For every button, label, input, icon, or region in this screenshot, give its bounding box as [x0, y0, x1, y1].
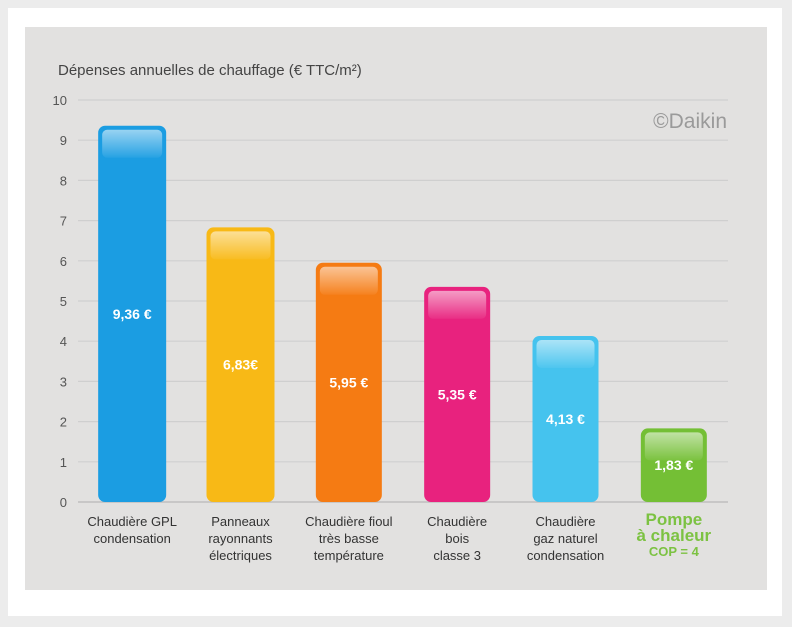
- category-label: bois: [445, 531, 469, 546]
- y-tick-label: 2: [60, 415, 67, 430]
- bar-group: 4,13 €: [532, 335, 599, 502]
- y-tick-label: 5: [60, 294, 67, 309]
- bar-value-label: 5,95 €: [329, 374, 368, 390]
- bar-value-label: 5,35 €: [438, 386, 477, 402]
- bar: [98, 125, 167, 502]
- bar-highlight: [428, 290, 487, 319]
- y-tick-label: 8: [60, 173, 67, 188]
- bar-value-label: 1,83 €: [654, 457, 693, 473]
- category-label: Chaudière: [536, 514, 596, 529]
- category-label: température: [314, 548, 384, 563]
- category-label: à chaleur: [637, 526, 712, 545]
- y-tick-label: 4: [60, 334, 67, 349]
- bar: [206, 227, 275, 502]
- bar-highlight: [102, 129, 163, 158]
- bar-group: 5,35 €: [424, 286, 491, 502]
- bar: [315, 262, 382, 502]
- bar-highlight: [210, 231, 271, 260]
- bar-value-label: 4,13 €: [546, 411, 585, 427]
- category-label: très basse: [319, 531, 379, 546]
- bar-value-label: 6,83€: [223, 357, 258, 373]
- category-label: COP = 4: [649, 544, 700, 559]
- y-tick-label: 3: [60, 374, 67, 389]
- bar-group: 1,83 €: [640, 428, 707, 502]
- bar-highlight: [644, 432, 703, 461]
- bar-value-label: 9,36 €: [113, 306, 152, 322]
- category-label: Pompe: [645, 510, 702, 529]
- y-tick-label: 9: [60, 133, 67, 148]
- bar: [532, 335, 599, 502]
- y-tick-label: 6: [60, 254, 67, 269]
- category-label: rayonnants: [208, 531, 273, 546]
- y-tick-label: 0: [60, 495, 67, 510]
- category-label: condensation: [527, 548, 604, 563]
- watermark: ©Daikin: [653, 110, 727, 133]
- category-label: Chaudière fioul: [305, 514, 393, 529]
- category-label: électriques: [209, 548, 272, 563]
- category-label: condensation: [93, 531, 170, 546]
- bar-group: 6,83€: [206, 227, 275, 502]
- category-labels: Chaudière GPL condensation Panneaux rayonna…: [87, 510, 711, 563]
- category-label: classe 3: [433, 548, 481, 563]
- bar-highlight: [319, 266, 378, 295]
- category-label: gaz naturel: [533, 531, 597, 546]
- bar: [424, 286, 491, 502]
- y-tick-label: 7: [60, 214, 67, 229]
- grid-lines: [78, 99, 728, 503]
- bar-group: 5,95 €: [315, 262, 382, 502]
- y-axis-ticks: 0 1 2 3 4 5 6 7 8 9 10: [53, 93, 67, 510]
- bars: 9,36 € 6,83€ 5,95 € 5,35 € 4,13 € 1,83 €: [98, 125, 707, 502]
- bar-highlight: [536, 339, 595, 368]
- chart-title: Dépenses annuelles de chauffage (€ TTC/m…: [58, 62, 362, 79]
- y-tick-label: 10: [53, 93, 67, 108]
- y-tick-label: 1: [60, 455, 67, 470]
- category-label: Chaudière GPL: [87, 514, 177, 529]
- bar-group: 9,36 €: [98, 125, 167, 502]
- category-label: Panneaux: [211, 514, 270, 529]
- category-label: Chaudière: [427, 514, 487, 529]
